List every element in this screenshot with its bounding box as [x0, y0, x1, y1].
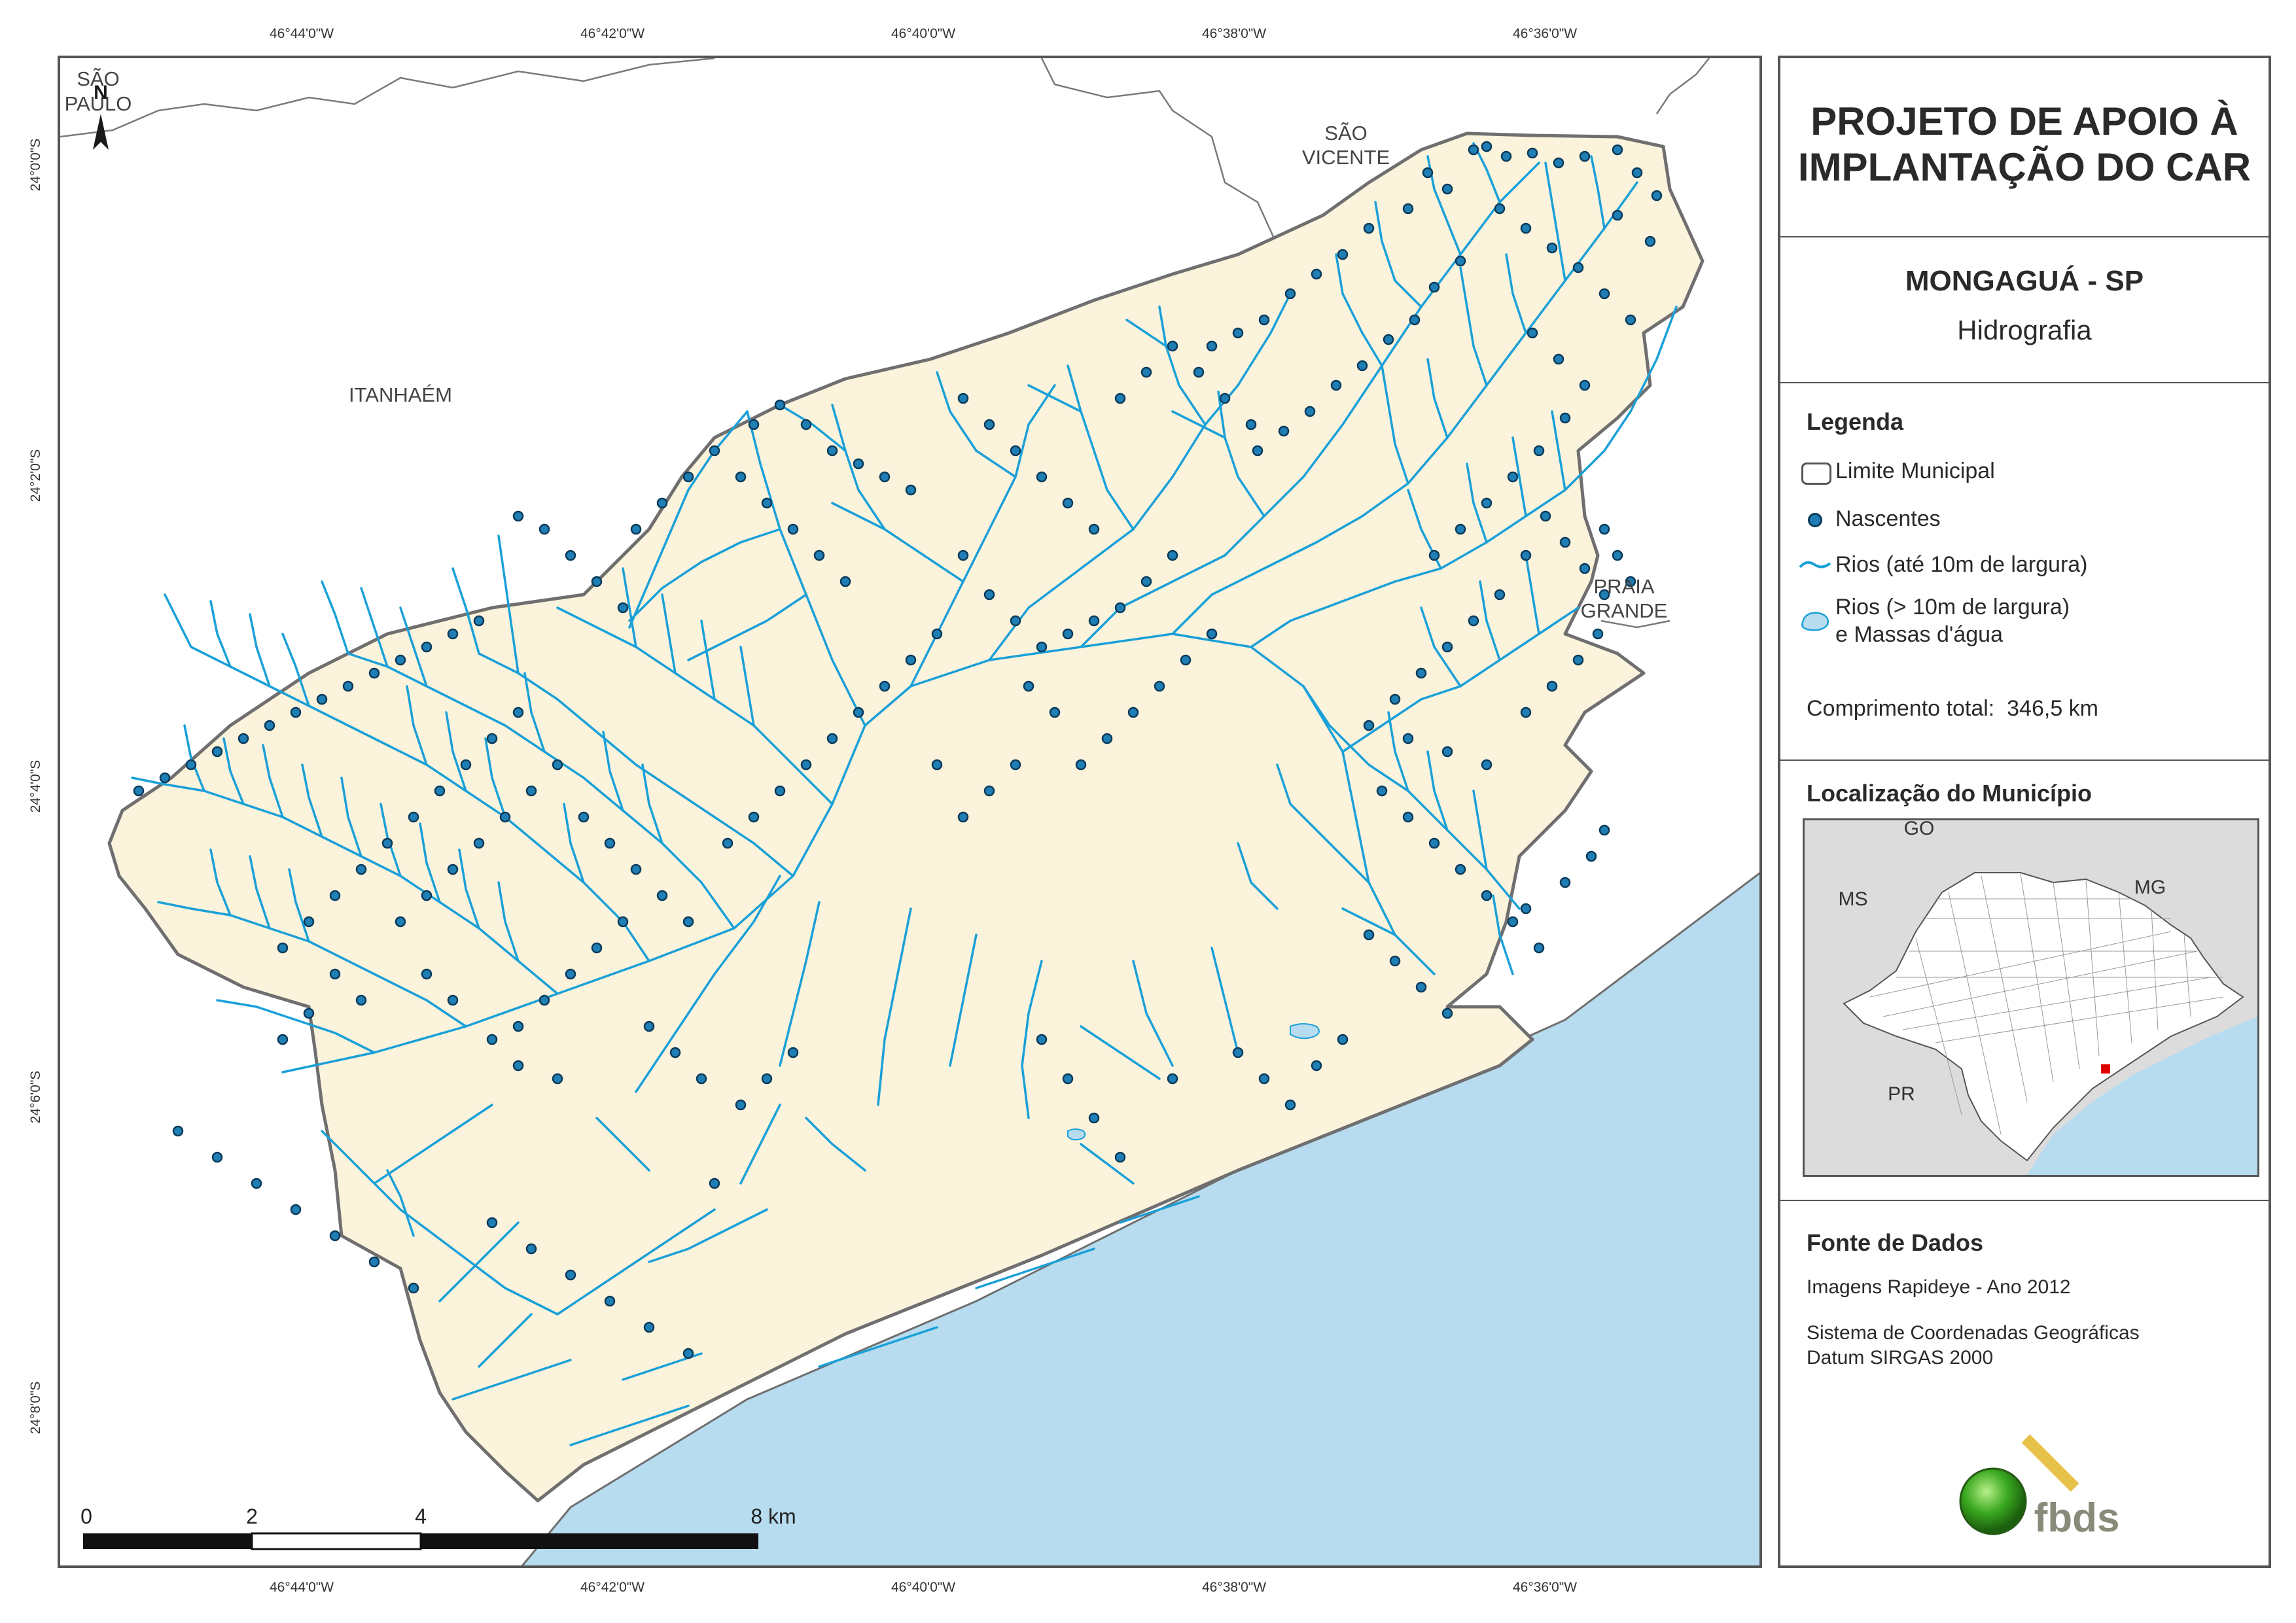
- location-inset: GO MS MG PR: [1803, 818, 2259, 1177]
- water-body: [1290, 1023, 1320, 1039]
- scale-label: 2: [246, 1505, 258, 1528]
- north-arrow: N: [93, 82, 109, 150]
- water-body: [1067, 1128, 1086, 1141]
- scale-label: 4: [415, 1505, 427, 1528]
- river-symbol: [1799, 561, 1831, 568]
- map-title-line: IMPLANTAÇÃO DO CAR: [1797, 145, 2252, 189]
- total-length-value: 346,5 km: [2007, 696, 2098, 721]
- legend-item-label: Nascentes: [1835, 506, 1941, 531]
- river-network: [131, 142, 1678, 1446]
- divider: [1780, 382, 2269, 383]
- legend-item-label: Rios (até 10m de largura): [1835, 552, 2088, 577]
- location-map: GO MS MG PR: [1839, 820, 2257, 1175]
- north-label: N: [94, 82, 108, 103]
- legend-panel: PROJETO DE APOIO À IMPLANTAÇÃO DO CAR MO…: [1778, 56, 2271, 1568]
- municipality-location-marker: [2100, 1063, 2111, 1075]
- state-label: PR: [1888, 1083, 1915, 1105]
- state-label: GO: [1904, 820, 1935, 839]
- longitude-label: 46°36'0"W: [1513, 1580, 1578, 1595]
- scale-label: 8 km: [751, 1505, 796, 1528]
- scale-label: 0: [80, 1505, 92, 1528]
- hydrography-map: SÃO PAULO SÃO VICENTE ITANHAÉM PRAIA GRA…: [60, 58, 1759, 1565]
- place-label-sao-vicente: VICENTE: [1302, 146, 1390, 169]
- map-title-line: PROJETO DE APOIO À: [1810, 99, 2238, 143]
- divider: [1780, 1200, 2269, 1201]
- longitude-label: 46°38'0"W: [1202, 1580, 1267, 1595]
- boundary-symbol: [1801, 462, 1831, 485]
- neighbor-boundary: [1600, 620, 1670, 629]
- longitude-label: 46°40'0"W: [891, 26, 956, 41]
- total-length: Comprimento total: 346,5 km: [1807, 696, 2098, 722]
- scale-bar: 0 2 4 8 km: [80, 1505, 796, 1550]
- total-length-label: Comprimento total:: [1807, 696, 1995, 721]
- latitude-label: 24°2'0"S: [28, 449, 43, 502]
- latitude-label: 24°8'0"S: [28, 1381, 43, 1435]
- water-body-symbol: [1801, 612, 1829, 631]
- latitude-label: 24°4'0"S: [28, 759, 43, 813]
- source-line: Datum SIRGAS 2000: [1807, 1347, 1994, 1369]
- divider: [1780, 759, 2269, 761]
- longitude-label: 46°44'0"W: [270, 26, 334, 41]
- legend-heading: Legenda: [1807, 408, 1904, 435]
- place-label-sao-paulo: SÃO: [77, 67, 119, 90]
- springs: [133, 141, 1663, 1359]
- logo-text: fbds: [2034, 1495, 2120, 1537]
- neighbor-boundary: [60, 58, 715, 138]
- spring-symbol: [1808, 513, 1822, 527]
- sources-heading: Fonte de Dados: [1807, 1229, 1984, 1256]
- place-label-sao-paulo: PAULO: [65, 92, 132, 115]
- place-label-praia-grande: GRANDE: [1581, 599, 1668, 622]
- legend-item-label: Rios (> 10m de largura): [1835, 595, 2070, 620]
- legend-item-label: e Massas d'água: [1835, 622, 2003, 647]
- sao-paulo-state: [1843, 872, 2244, 1162]
- map-title: PROJETO DE APOIO À IMPLANTAÇÃO DO CAR: [1780, 99, 2269, 190]
- latitude-label: 24°6'0"S: [28, 1070, 43, 1124]
- place-label-praia-grande: PRAIA: [1593, 575, 1654, 598]
- map-theme: Hidrografia: [1957, 315, 2092, 345]
- map-frame: SÃO PAULO SÃO VICENTE ITANHAÉM PRAIA GRA…: [58, 56, 1762, 1568]
- state-label: MG: [2134, 877, 2166, 898]
- longitude-label: 46°44'0"W: [270, 1580, 334, 1595]
- latitude-label: 24°0'0"S: [28, 138, 43, 192]
- longitude-label: 46°42'0"W: [580, 1580, 645, 1595]
- neighbor-boundary: [1655, 58, 1710, 114]
- longitude-label: 46°36'0"W: [1513, 26, 1578, 41]
- legend-item-label: Limite Municipal: [1835, 459, 1995, 483]
- fbds-logo-icon: fbds: [1959, 1434, 2120, 1541]
- longitude-label: 46°42'0"W: [580, 26, 645, 41]
- location-heading: Localização do Município: [1807, 780, 2093, 807]
- source-line: Imagens Rapideye - Ano 2012: [1807, 1276, 2071, 1298]
- place-label-itanhaem: ITANHAÉM: [349, 383, 452, 406]
- municipality-name: MONGAGUÁ - SP: [1905, 265, 2144, 297]
- longitude-label: 46°40'0"W: [891, 1580, 956, 1595]
- fbds-logo: fbds: [1928, 1432, 2137, 1541]
- longitude-label: 46°38'0"W: [1202, 26, 1267, 41]
- source-line: Sistema de Coordenadas Geográficas: [1807, 1322, 2140, 1344]
- divider: [1780, 236, 2269, 237]
- place-label-sao-vicente: SÃO: [1324, 122, 1367, 145]
- state-label: MS: [1839, 888, 1868, 910]
